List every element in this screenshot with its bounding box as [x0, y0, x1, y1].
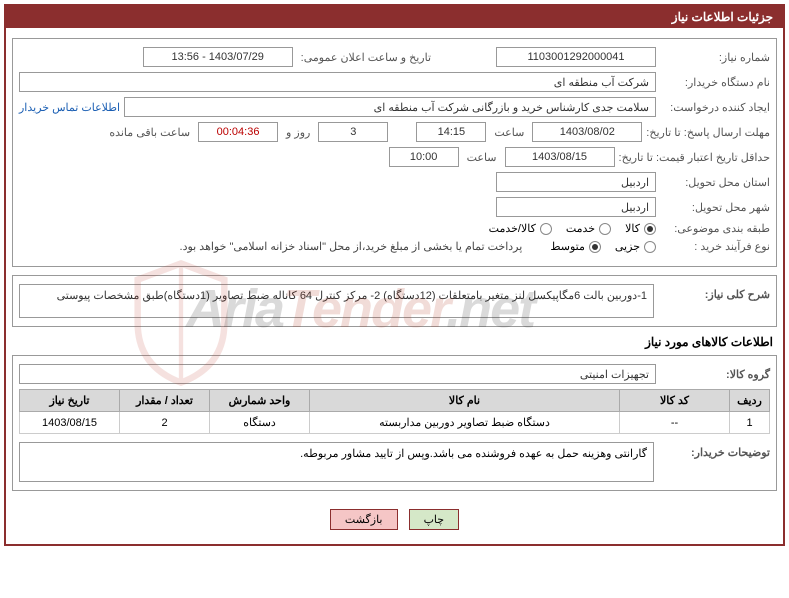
days-label: روز و — [282, 126, 314, 139]
buyer-org-label: نام دستگاه خریدار: — [660, 76, 770, 89]
th-qty: تعداد / مقدار — [120, 390, 210, 412]
panel-title: جزئیات اطلاعات نیاز — [6, 6, 783, 28]
print-button[interactable]: چاپ — [409, 509, 460, 530]
footer-buttons: چاپ بازگشت — [12, 499, 777, 534]
time-label-1: ساعت — [490, 126, 528, 139]
buyer-notes-text: گارانتی وهزینه حمل به عهده فروشنده می با… — [19, 442, 654, 482]
th-code: کد کالا — [620, 390, 730, 412]
th-name: نام کالا — [310, 390, 620, 412]
radio-goods-service[interactable]: کالا/خدمت — [489, 222, 552, 235]
buyer-notes-label: توضیحات خریدار: — [660, 442, 770, 459]
countdown-value: 00:04:36 — [198, 122, 278, 142]
cell-qty: 2 — [120, 412, 210, 434]
category-radio-group: کالا خدمت کالا/خدمت — [489, 222, 656, 235]
panel-body: AriaTender.net شماره نیاز: 1103001292000… — [6, 28, 783, 544]
need-number-label: شماره نیاز: — [660, 51, 770, 64]
items-table: ردیف کد کالا نام کالا واحد شمارش تعداد /… — [19, 389, 770, 434]
table-row: 1 -- دستگاه ضبط تصاویر دوربین مداربسته د… — [20, 412, 770, 434]
time-label-2: ساعت — [463, 151, 501, 164]
buyer-contact-link[interactable]: اطلاعات تماس خریدار — [19, 101, 120, 114]
validity-label: حداقل تاریخ اعتبار قیمت: تا تاریخ: — [619, 151, 770, 164]
validity-date: 1403/08/15 — [505, 147, 615, 167]
cell-code: -- — [620, 412, 730, 434]
need-number-value: 1103001292000041 — [496, 47, 656, 67]
th-date: تاریخ نیاز — [20, 390, 120, 412]
table-header-row: ردیف کد کالا نام کالا واحد شمارش تعداد /… — [20, 390, 770, 412]
remaining-days: 3 — [318, 122, 388, 142]
info-fieldset: شماره نیاز: 1103001292000041 تاریخ و ساع… — [12, 38, 777, 267]
process-label: نوع فرآیند خرید : — [660, 240, 770, 253]
summary-text: 1-دوربین بالت 6مگاپیکسل لنز متغیر بامتعل… — [19, 284, 654, 318]
deadline-time: 14:15 — [416, 122, 486, 142]
th-idx: ردیف — [730, 390, 770, 412]
cell-idx: 1 — [730, 412, 770, 434]
city-value: اردبیل — [496, 197, 656, 217]
requester-value: سلامت جدی کارشناس خرید و بازرگانی شرکت آ… — [124, 97, 656, 117]
buyer-org-value: شرکت آب منطقه ای — [19, 72, 656, 92]
announce-label: تاریخ و ساعت اعلان عمومی: — [297, 51, 435, 64]
province-value: اردبیل — [496, 172, 656, 192]
radio-minor[interactable]: جزیی — [615, 240, 656, 253]
back-button[interactable]: بازگشت — [330, 509, 398, 530]
cell-unit: دستگاه — [210, 412, 310, 434]
province-label: استان محل تحویل: — [660, 176, 770, 189]
main-panel: جزئیات اطلاعات نیاز AriaTender.net شماره… — [4, 4, 785, 546]
cell-name: دستگاه ضبط تصاویر دوربین مداربسته — [310, 412, 620, 434]
watermark-shield-icon — [126, 258, 236, 388]
requester-label: ایجاد کننده درخواست: — [660, 101, 770, 114]
process-radio-group: جزیی متوسط — [550, 240, 656, 253]
city-label: شهر محل تحویل: — [660, 201, 770, 214]
category-label: طبقه بندی موضوعی: — [660, 222, 770, 235]
payment-note: پرداخت تمام یا بخشی از مبلغ خرید،از محل … — [180, 240, 523, 253]
radio-service[interactable]: خدمت — [566, 222, 611, 235]
announce-value: 1403/07/29 - 13:56 — [143, 47, 293, 67]
group-label: گروه کالا: — [660, 368, 770, 381]
deadline-label: مهلت ارسال پاسخ: تا تاریخ: — [646, 126, 770, 139]
deadline-date: 1403/08/02 — [532, 122, 642, 142]
remaining-label: ساعت باقی مانده — [105, 126, 194, 139]
th-unit: واحد شمارش — [210, 390, 310, 412]
radio-medium[interactable]: متوسط — [550, 240, 601, 253]
cell-date: 1403/08/15 — [20, 412, 120, 434]
validity-time: 10:00 — [389, 147, 459, 167]
radio-goods[interactable]: کالا — [625, 222, 656, 235]
summary-label: شرح کلی نیاز: — [660, 284, 770, 301]
group-value: تجهیزات امنیتی — [19, 364, 656, 384]
